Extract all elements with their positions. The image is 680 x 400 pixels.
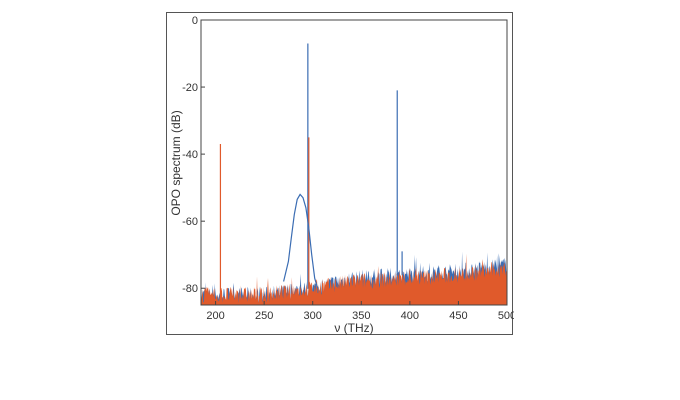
- y-tick-label: -20: [182, 82, 198, 94]
- y-tick-label: -80: [182, 283, 198, 295]
- x-tick-label: 350: [352, 310, 370, 322]
- y-tick-label: -40: [182, 149, 198, 161]
- figure-frame: 200 250 300 350 400 450 500 0 -20 -40 -60 -80 ν (TH…: [166, 12, 516, 335]
- x-tick-label: 500: [498, 310, 514, 322]
- x-tick-label: 450: [449, 310, 467, 322]
- y-axis-label: OPO spectrum (dB): [169, 110, 183, 215]
- spectrum-noise-fill-1: [201, 253, 507, 305]
- plot-area-border: [200, 19, 508, 306]
- x-tick-label: 300: [304, 310, 322, 322]
- x-tick-label: 250: [255, 310, 273, 322]
- x-tick-label: 400: [401, 310, 419, 322]
- y-tick-label: -60: [182, 216, 198, 228]
- spectrum-chart: 200 250 300 350 400 450 500 0 -20 -40 -60 -80 ν (TH…: [169, 15, 516, 335]
- x-tick-label: 200: [206, 310, 224, 322]
- y-tick-label: 0: [192, 15, 198, 27]
- gaussian-fit-curve: [283, 193, 319, 289]
- x-axis-label: ν (THz): [334, 321, 373, 335]
